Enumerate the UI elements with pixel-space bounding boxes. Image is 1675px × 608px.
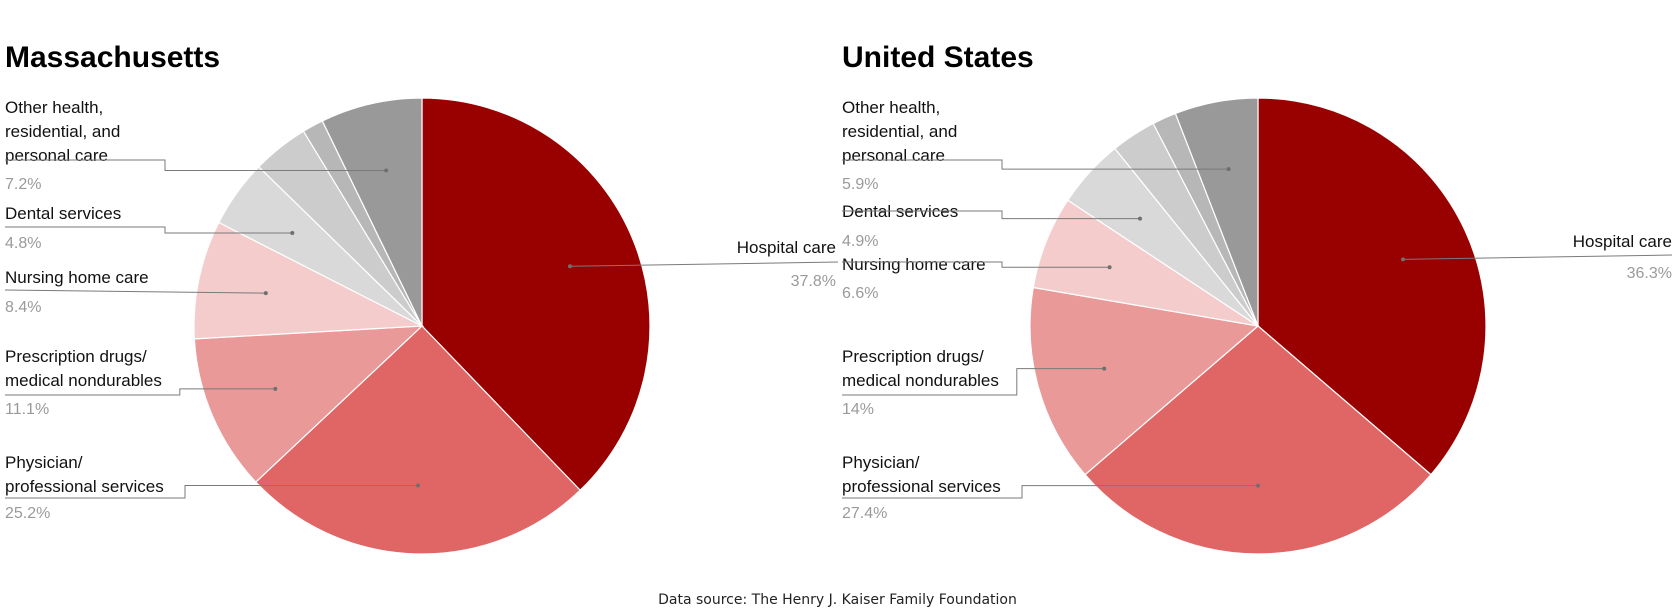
leader-line-dental-services [842,210,1140,220]
slice-physician [254,325,581,555]
slice-value-physician: 25.2% [5,505,50,522]
slice-label-hospital-care: Hospital care [737,238,836,257]
leader-dot-physician [1256,483,1260,488]
slice-label-prescription-drugs: Prescription drugs/medical nondurables [842,347,999,390]
leader-dot-hospital-care [568,264,572,269]
leader-line-other-health [5,159,387,171]
slice-label-dental-services: Dental services [5,204,121,223]
pie-chart-united-states: United States Hospital care 36.3% Physician… [842,41,1673,555]
slice-label-other-health: Other health, residential, and personal ca… [5,98,120,165]
slice-label-hospital-care: Hospital care [1573,232,1672,251]
data-source-note: Data source: The Henry J. Kaiser Family … [658,592,1017,608]
slice-value-prescription-drugs: 11.1% [5,401,49,418]
leader-line-hospital-care [1402,254,1673,260]
leader-dot-prescription-drugs [273,386,278,391]
leader-line-other-health [842,159,1229,170]
leader-dot-other-health [1226,167,1231,172]
leader-dot-other-health [384,168,389,173]
slice-value-dental-services: 4.9% [842,233,878,250]
leader-line-prescription-drugs [5,388,276,396]
slice-value-dental-services: 4.8% [5,235,41,252]
slice-label-physician: Physician/professional services [842,453,1001,496]
leader-line-hospital-care [569,261,839,267]
leader-line-physician [5,485,418,499]
slice-label-nursing-home-care: Nursing home care [842,255,986,274]
slice-value-nursing-home-care: 8.4% [5,299,41,316]
leader-line-nursing-home-care [4,289,266,294]
chart-title: Massachusetts [5,41,220,74]
leader-line-prescription-drugs [842,368,1105,396]
leader-line-dental-services [5,226,293,234]
slice-label-other-health: Other health, residential, and personal ca… [842,98,957,165]
slice-hospital-care [1257,97,1487,476]
slice-label-nursing-home-care: Nursing home care [5,268,149,287]
leader-line-nursing-home-care [842,261,1110,268]
slice-value-prescription-drugs: 14% [842,401,874,418]
slice-value-other-health: 5.9% [842,176,878,193]
leader-dot-hospital-care [1401,257,1405,262]
leader-dot-nursing-home-care [263,291,268,296]
chart-title: United States [842,41,1034,74]
slice-value-physician: 27.4% [842,505,887,522]
slice-physician [1084,325,1432,555]
slice-prescription-drugs [1029,286,1260,476]
slice-other-health [1174,97,1259,327]
slice-value-nursing-home-care: 6.6% [842,285,878,302]
slice-other-health [321,97,423,327]
slice-value-hospital-care: 37.8% [791,273,836,290]
leader-dot-dental-services [290,231,295,235]
leader-dot-physician [416,483,420,488]
leader-dot-dental-services [1138,216,1142,221]
leader-dot-nursing-home-care [1107,265,1112,270]
slice-label-prescription-drugs: Prescription drugs/medical nondurables [5,347,162,390]
slice-prescription-drugs [193,325,424,483]
slice-nursing-home-care [193,221,425,340]
slice-value-other-health: 7.2% [5,176,41,193]
leader-line-physician [842,485,1258,499]
slice-value-hospital-care: 36.3% [1627,265,1672,282]
slice-hospital-care [421,97,651,492]
slice-label-physician: Physician/professional services [5,453,164,496]
leader-dot-prescription-drugs [1102,366,1107,371]
pie-chart-massachusetts: Massachusetts Hospital care 37.8% Physician… [4,41,839,555]
